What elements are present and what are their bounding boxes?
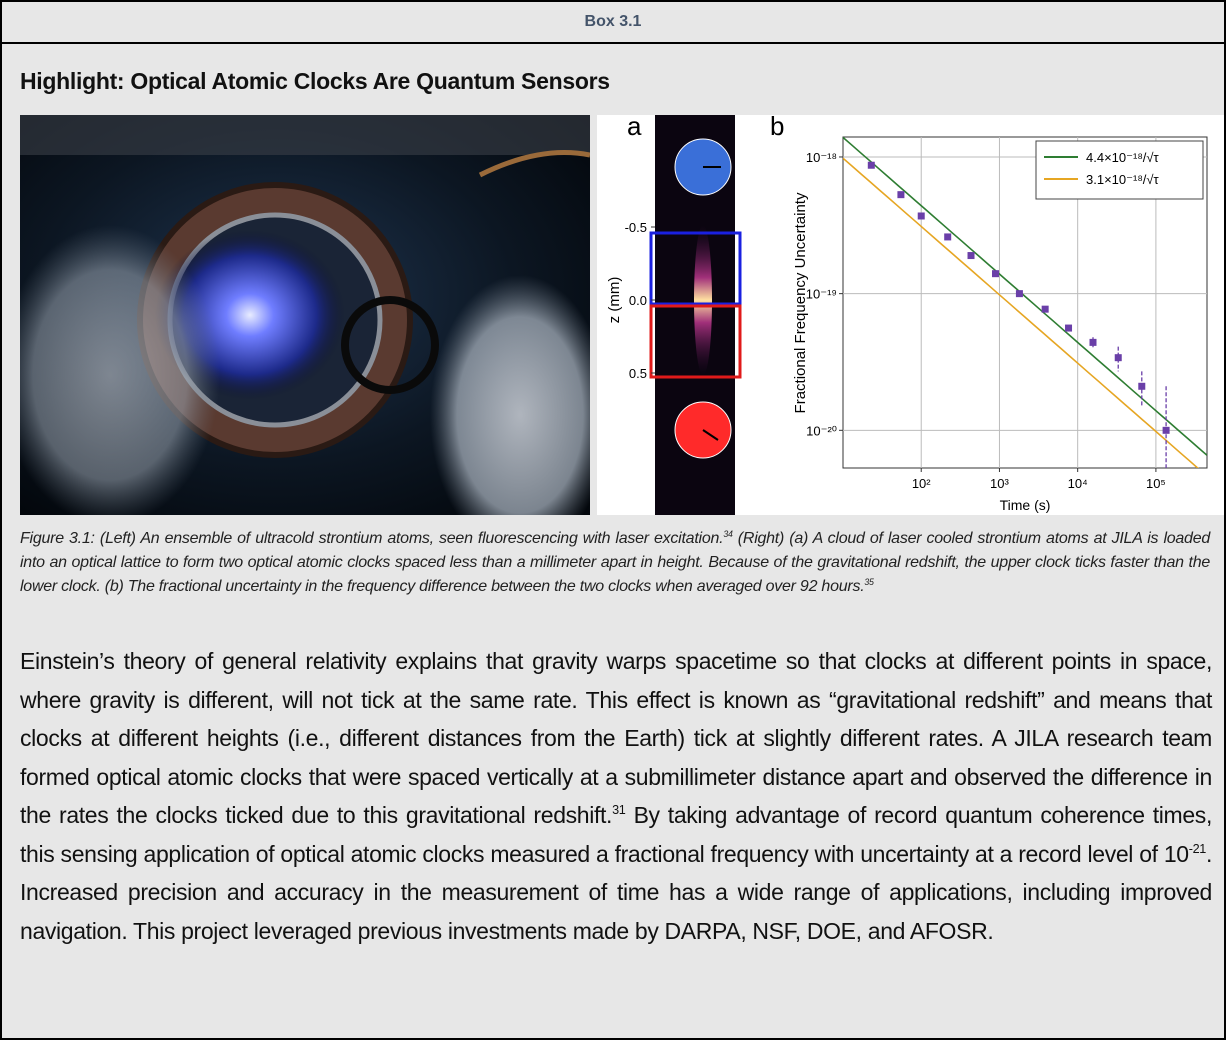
x-tick-label: 10³	[990, 476, 1009, 491]
box-label: Box 3.1	[2, 2, 1224, 44]
figure-caption: Figure 3.1: (Left) An ensemble of ultrac…	[20, 527, 1210, 599]
data-point	[992, 270, 999, 277]
paragraph-text: Einstein’s theory of general relativity …	[20, 648, 1212, 828]
data-point	[1163, 427, 1170, 434]
data-point	[868, 162, 875, 169]
panel-label: a	[627, 115, 642, 141]
figure: a z (mm) -0.5 0.0 0.5 b Time (s) Fractiona…	[597, 115, 1226, 515]
data-point	[1065, 325, 1072, 332]
data-point	[1042, 306, 1049, 313]
data-point	[1138, 383, 1145, 390]
panel-b: b Time (s) Fractional Frequency Uncertai…	[770, 115, 1207, 513]
data-point	[968, 252, 975, 259]
x-tick-label: 10⁵	[1146, 476, 1166, 491]
superscript: -21	[1189, 842, 1206, 856]
data-point	[1016, 290, 1023, 297]
legend-label: 4.4×10⁻¹⁸/√τ	[1086, 150, 1160, 165]
axis-label: z (mm)	[606, 277, 623, 324]
box-title: Highlight: Optical Atomic Clocks Are Qua…	[20, 68, 610, 95]
superscript: 31	[612, 803, 625, 817]
y-axis-label: Fractional Frequency Uncertainty	[792, 192, 809, 413]
tick-label: 0.5	[629, 366, 647, 381]
tick-label: 0.0	[629, 293, 647, 308]
panel-a: a z (mm) -0.5 0.0 0.5	[606, 115, 740, 515]
photo-frame	[20, 115, 590, 155]
data-point	[1090, 339, 1097, 346]
superscript: 35	[864, 577, 873, 587]
x-tick-label: 10²	[912, 476, 931, 491]
y-tick-label: 10⁻¹⁹	[806, 287, 837, 302]
y-tick-label: 10⁻¹⁸	[806, 150, 837, 165]
caption-text: Figure 3.1: (Left) An ensemble of ultrac…	[20, 530, 723, 547]
data-point	[918, 212, 925, 219]
page: Box 3.1 Highlight: Optical Atomic Clocks…	[0, 0, 1228, 1034]
x-tick-label: 10⁴	[1068, 476, 1088, 491]
tick-label: -0.5	[625, 220, 647, 235]
atom-cloud	[694, 225, 712, 375]
panel-label: b	[770, 115, 784, 141]
highlight-box: Box 3.1 Highlight: Optical Atomic Clocks…	[0, 0, 1226, 1040]
x-axis-label: Time (s)	[1000, 497, 1051, 513]
data-point	[1115, 354, 1122, 361]
data-point	[944, 233, 951, 240]
legend-label: 3.1×10⁻¹⁸/√τ	[1086, 172, 1160, 187]
photo	[20, 115, 590, 515]
superscript: 34	[723, 529, 732, 539]
data-point	[897, 191, 904, 198]
y-tick-label: 10⁻²⁰	[806, 423, 837, 438]
body-text: Einstein’s theory of general relativity …	[20, 642, 1212, 950]
